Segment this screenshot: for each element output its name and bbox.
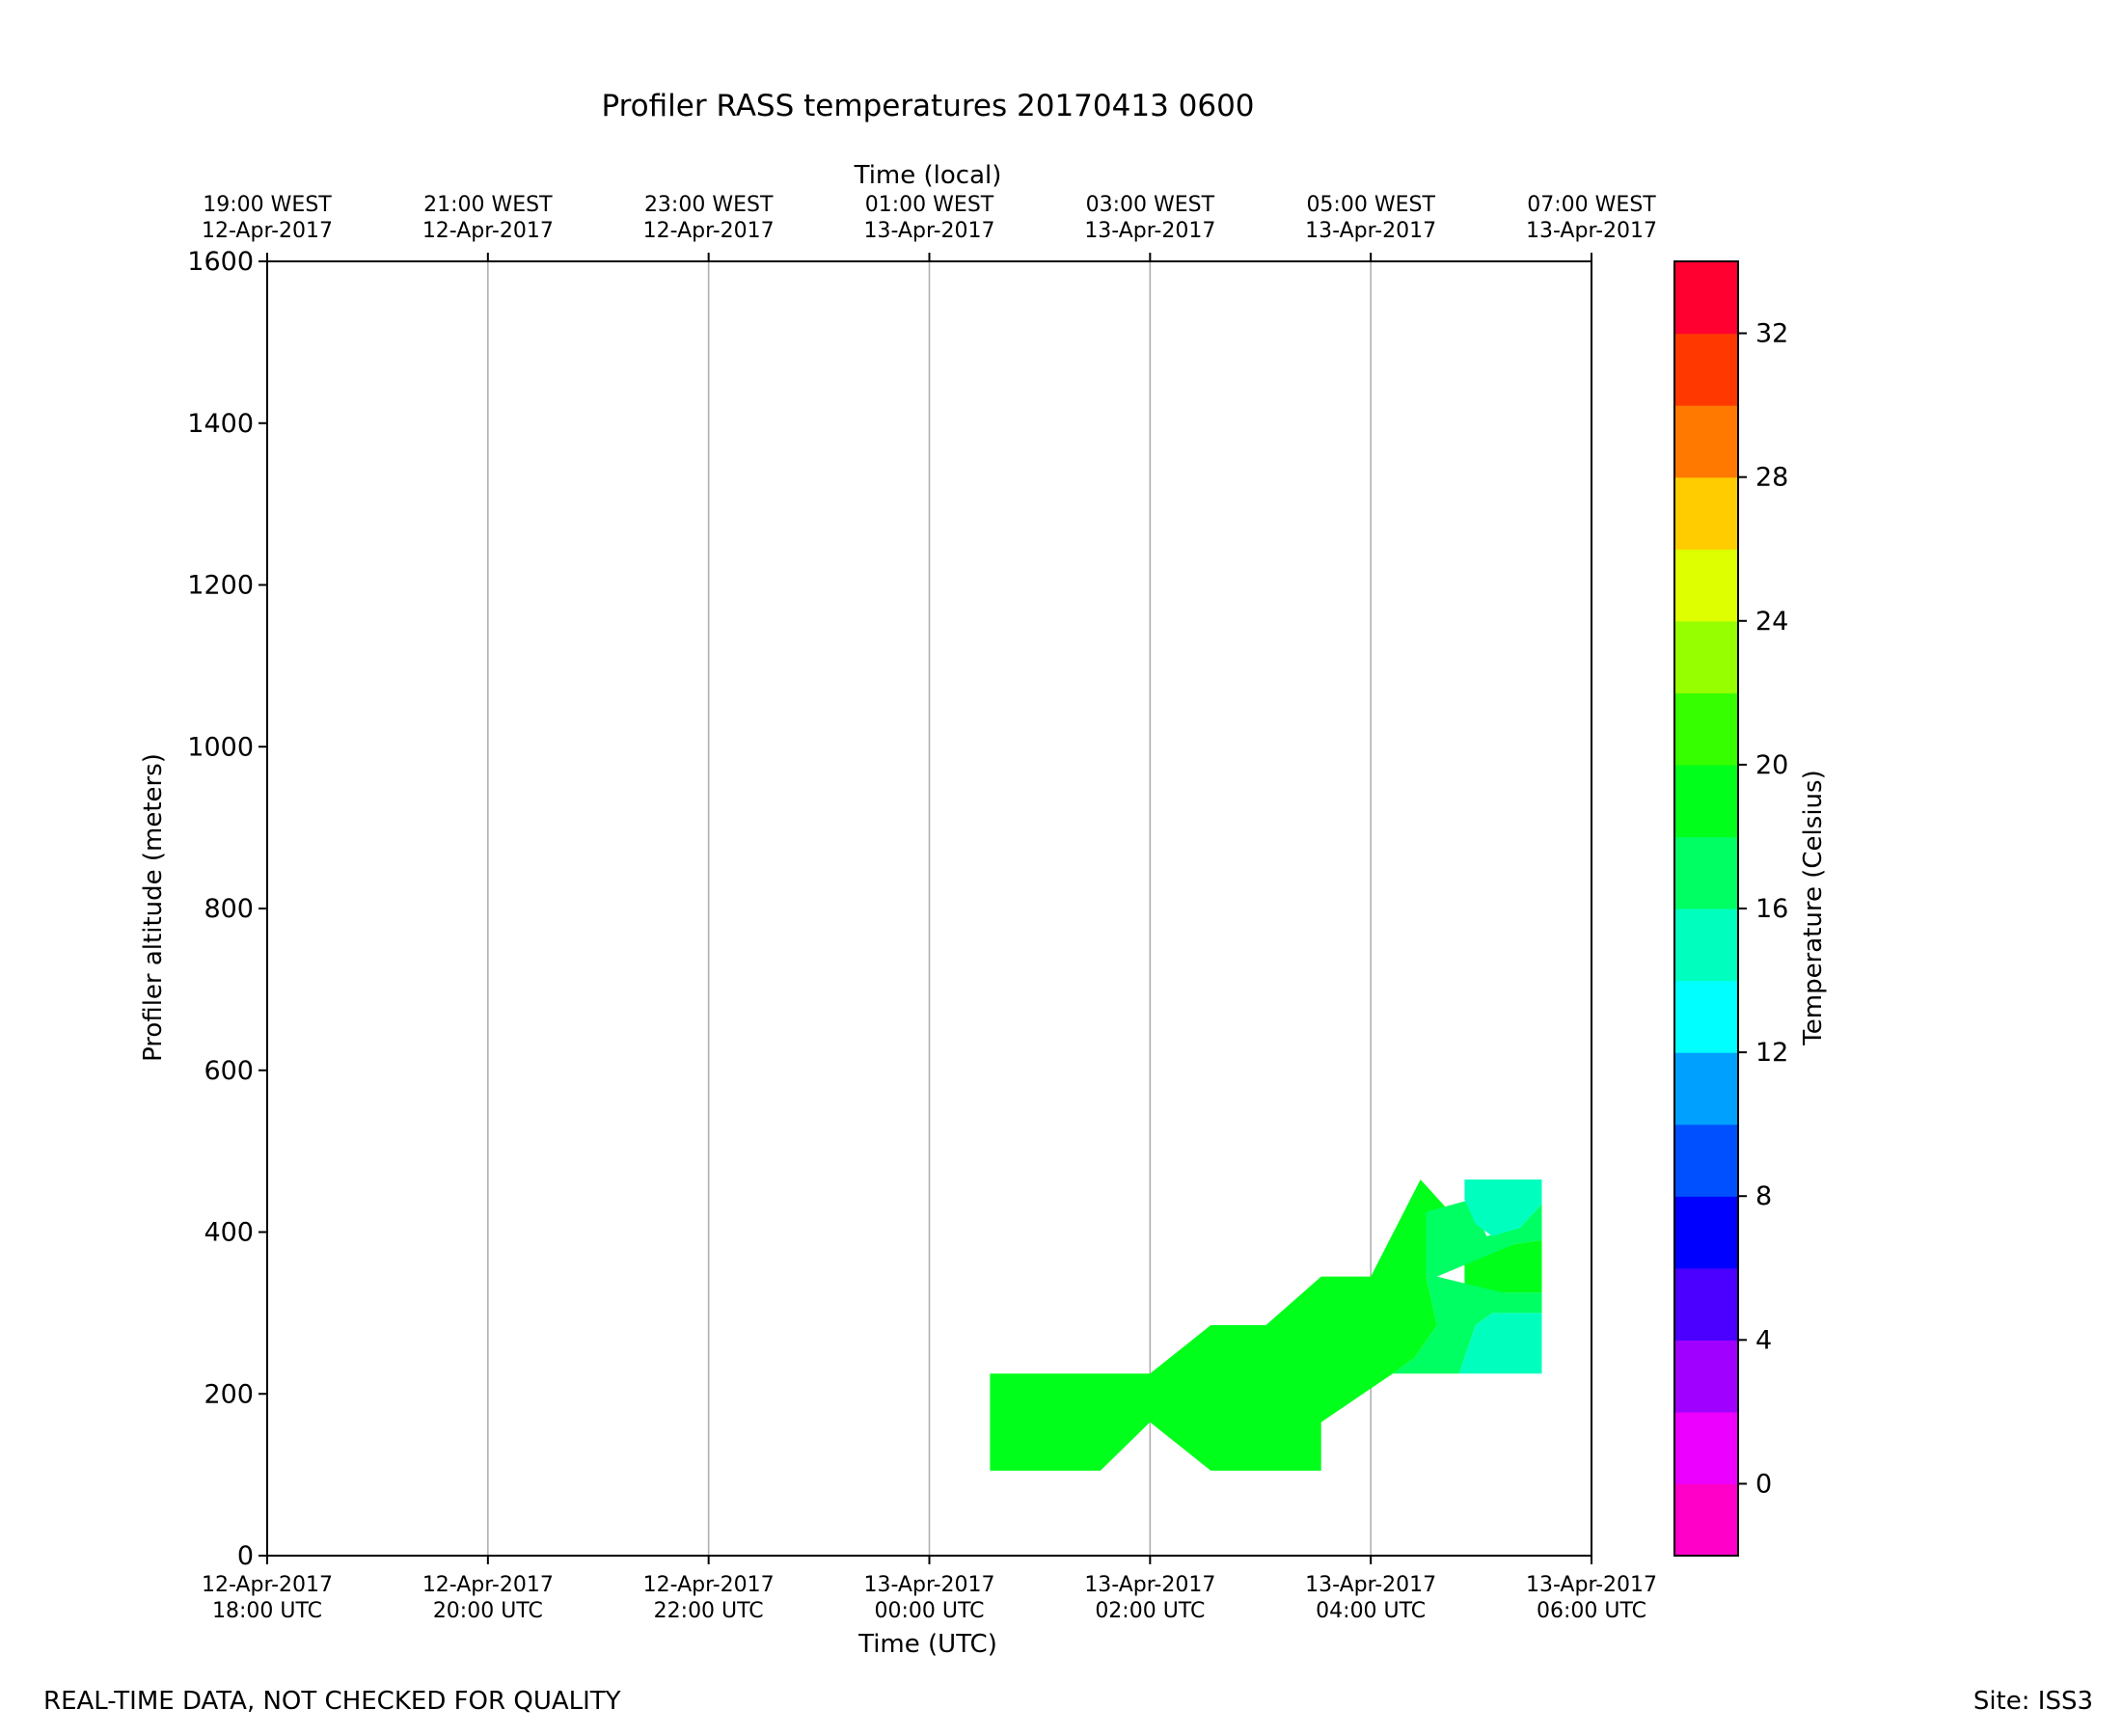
x-tick-time: 00:00 UTC [874,1599,984,1623]
colorbar-tick-label: 32 [1755,319,1788,349]
x-tick-date: 13-Apr-2017 [863,1573,994,1597]
colorbar-tick-label: 8 [1755,1181,1772,1211]
colorbar-band [1674,1052,1738,1126]
x-tick-time: 02:00 UTC [1095,1599,1205,1623]
colorbar-band [1674,333,1738,406]
colorbar-band [1674,1340,1738,1413]
colorbar-tick-label: 0 [1755,1469,1772,1499]
colorbar-band [1674,1483,1738,1557]
colorbar-tick-label: 24 [1755,607,1788,637]
top-x-tick-time: 07:00 WEST [1527,193,1656,217]
colorbar-band [1674,261,1738,335]
x-tick-date: 12-Apr-2017 [202,1573,333,1597]
y-tick-label: 200 [204,1379,254,1409]
top-axis-label: Time (local) [854,161,1002,190]
colorbar-tick-label: 16 [1755,894,1788,924]
y-tick-label: 1200 [187,571,254,601]
colorbar-band [1674,620,1738,693]
temperature-region [1458,1313,1542,1374]
x-tick-date: 12-Apr-2017 [422,1573,554,1597]
colorbar-band [1674,980,1738,1053]
y-tick-label: 0 [237,1541,254,1571]
y-tick-label: 800 [204,894,254,924]
top-x-tick-date: 13-Apr-2017 [863,219,994,243]
colorbar-band [1674,549,1738,622]
quality-note: REAL-TIME DATA, NOT CHECKED FOR QUALITY [43,1687,621,1716]
temperature-region [1464,1180,1542,1236]
colorbar: 0 4 8 12 16 20 24 28 32 [1673,260,1788,1557]
top-x-tick-time: 23:00 WEST [644,193,774,217]
temperature-contours [990,1180,1542,1471]
colorbar-band [1674,764,1738,838]
colorbar-band [1674,476,1738,550]
y-tick-label: 1600 [187,247,254,277]
colorbar-tick-label: 4 [1755,1325,1772,1355]
x-tick-time: 04:00 UTC [1316,1599,1426,1623]
top-x-tick-date: 12-Apr-2017 [202,219,333,243]
x-tick-date: 13-Apr-2017 [1305,1573,1436,1597]
x-tick-time: 20:00 UTC [433,1599,543,1623]
x-tick-time: 18:00 UTC [212,1599,322,1623]
colorbar-band [1674,836,1738,909]
colorbar-band [1674,1124,1738,1197]
top-x-tick-date: 13-Apr-2017 [1526,219,1657,243]
y-tick-label: 1000 [187,732,254,762]
top-x-tick-date: 13-Apr-2017 [1305,219,1436,243]
y-tick-label: 600 [204,1056,254,1086]
colorbar-band [1674,909,1738,982]
top-x-tick-date: 13-Apr-2017 [1084,219,1215,243]
temperature-region [1393,1200,1542,1374]
colorbar-tick-label: 20 [1755,750,1788,780]
x-tick-time: 06:00 UTC [1537,1599,1646,1623]
x-tick-date: 13-Apr-2017 [1526,1573,1657,1597]
top-x-tick-time: 05:00 WEST [1306,193,1435,217]
top-x-tick-time: 03:00 WEST [1086,193,1215,217]
colorbar-band [1674,692,1738,766]
grid-lines [487,261,1372,1556]
colorbar-band [1674,1267,1738,1341]
colorbar-label: Temperature (Celsius) [1799,770,1828,1045]
colorbar-tick-label: 12 [1755,1038,1788,1068]
y-tick-label: 400 [204,1218,254,1248]
top-x-tick-date: 12-Apr-2017 [643,219,775,243]
colorbar-band [1674,1196,1738,1269]
temperature-region [990,1180,1542,1471]
y-axis-label: Profiler altitude (meters) [139,753,168,1062]
axes: 0 200 400 600 800 1000 1200 1400 1600 12-Apr-2017… [187,193,1657,1623]
top-x-tick-time: 01:00 WEST [865,193,994,217]
colorbar-band [1674,1411,1738,1485]
top-x-tick-time: 21:00 WEST [423,193,553,217]
colorbar-band [1674,405,1738,478]
x-tick-date: 12-Apr-2017 [643,1573,775,1597]
y-tick-label: 1400 [187,409,254,439]
top-x-tick-time: 19:00 WEST [203,193,332,217]
colorbar-tick-label: 28 [1755,463,1788,493]
site-label: Site: ISS3 [1973,1687,2093,1716]
chart-title: Profiler RASS temperatures 20170413 0600 [601,89,1254,123]
top-x-tick-date: 12-Apr-2017 [422,219,554,243]
x-axis-label: Time (UTC) [857,1630,997,1659]
x-tick-time: 22:00 UTC [654,1599,764,1623]
x-tick-date: 13-Apr-2017 [1084,1573,1215,1597]
